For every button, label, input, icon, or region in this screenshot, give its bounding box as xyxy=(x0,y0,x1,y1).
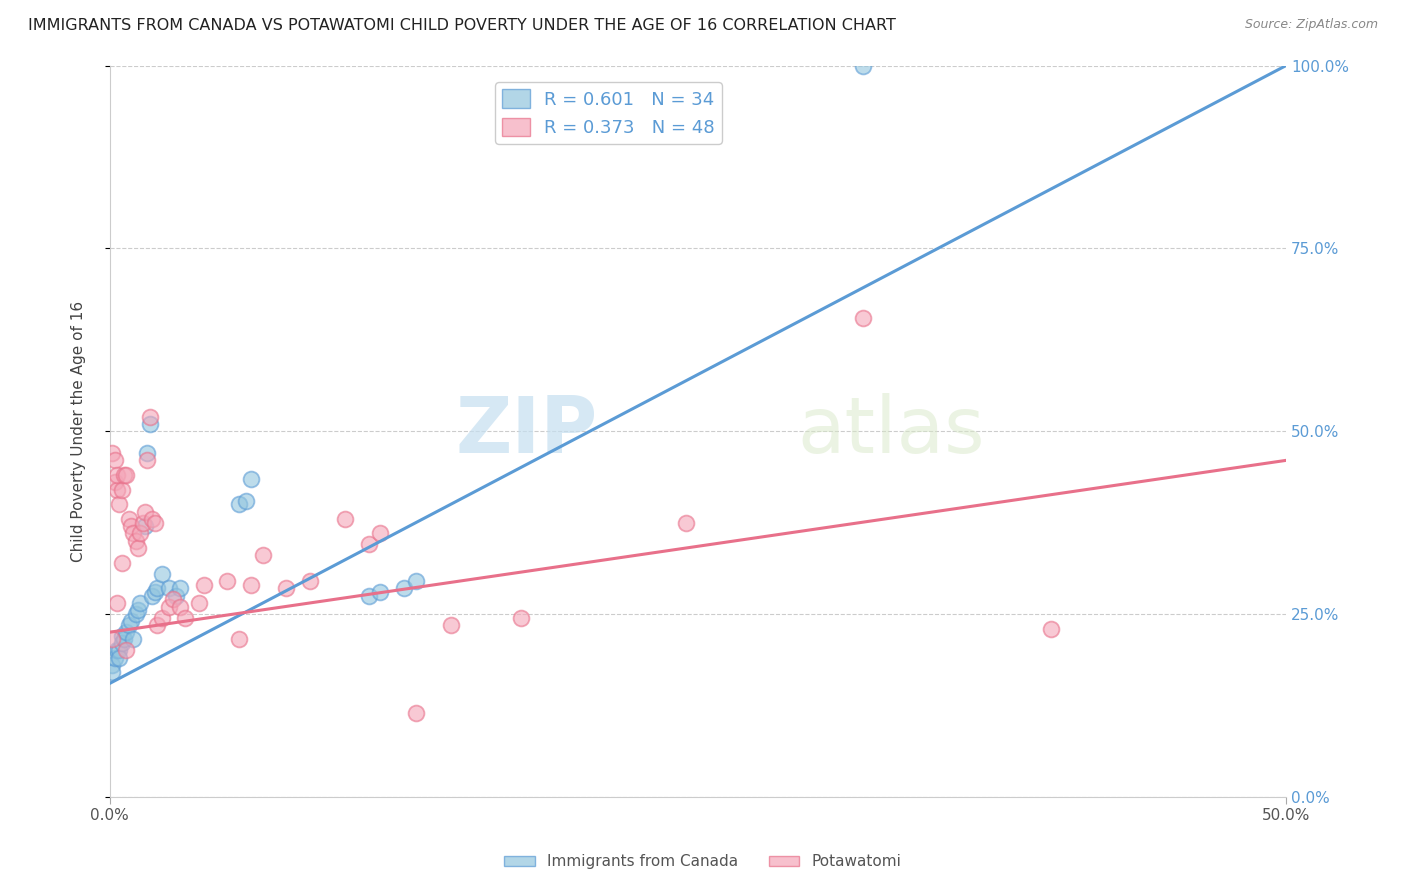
Point xyxy=(370,585,392,599)
Point xyxy=(510,610,533,624)
Point xyxy=(115,643,138,657)
Y-axis label: Child Poverty Under the Age of 16: Child Poverty Under the Age of 16 xyxy=(72,301,86,562)
Point xyxy=(108,643,131,657)
Point xyxy=(103,650,125,665)
Point xyxy=(392,582,415,596)
Point xyxy=(101,632,124,647)
Point xyxy=(174,610,197,624)
Point xyxy=(440,618,463,632)
Point xyxy=(157,599,180,614)
Point xyxy=(169,582,191,596)
Point xyxy=(169,599,191,614)
Legend: Immigrants from Canada, Potawatomi: Immigrants from Canada, Potawatomi xyxy=(498,848,908,875)
Point xyxy=(193,577,215,591)
Point xyxy=(851,310,873,325)
Point xyxy=(105,596,128,610)
Point xyxy=(125,607,148,621)
Point xyxy=(118,512,141,526)
Point xyxy=(122,632,145,647)
Point xyxy=(112,468,135,483)
Legend: R = 0.601   N = 34, R = 0.373   N = 48: R = 0.601 N = 34, R = 0.373 N = 48 xyxy=(495,82,721,145)
Point xyxy=(129,526,152,541)
Point xyxy=(105,643,128,657)
Point xyxy=(115,468,138,483)
Point xyxy=(110,636,132,650)
Point xyxy=(134,504,156,518)
Point xyxy=(298,574,321,588)
Point xyxy=(276,582,298,596)
Point xyxy=(101,446,124,460)
Point xyxy=(139,409,162,424)
Point xyxy=(141,589,163,603)
Point xyxy=(103,453,125,467)
Point xyxy=(101,665,124,680)
Point xyxy=(150,566,173,581)
Text: atlas: atlas xyxy=(797,393,986,469)
Point xyxy=(101,658,124,673)
Point xyxy=(134,519,156,533)
Point xyxy=(165,589,187,603)
Point xyxy=(125,533,148,548)
Text: Source: ZipAtlas.com: Source: ZipAtlas.com xyxy=(1244,18,1378,31)
Point xyxy=(240,577,263,591)
Point xyxy=(240,472,263,486)
Point xyxy=(110,483,132,497)
Point xyxy=(127,541,149,555)
Point xyxy=(851,59,873,73)
Point xyxy=(333,512,356,526)
Point xyxy=(105,468,128,483)
Point xyxy=(228,497,250,511)
Point xyxy=(217,574,239,588)
Point xyxy=(110,556,132,570)
Point xyxy=(103,475,125,490)
Text: ZIP: ZIP xyxy=(456,393,598,469)
Point xyxy=(143,516,166,530)
Point xyxy=(235,493,257,508)
Point xyxy=(357,589,380,603)
Point xyxy=(139,417,162,431)
Point xyxy=(108,497,131,511)
Point xyxy=(136,453,159,467)
Point xyxy=(150,610,173,624)
Point xyxy=(357,537,380,551)
Point xyxy=(115,625,138,640)
Point xyxy=(110,629,132,643)
Point xyxy=(118,618,141,632)
Text: IMMIGRANTS FROM CANADA VS POTAWATOMI CHILD POVERTY UNDER THE AGE OF 16 CORRELATI: IMMIGRANTS FROM CANADA VS POTAWATOMI CHI… xyxy=(28,18,896,33)
Point xyxy=(136,446,159,460)
Point xyxy=(120,519,142,533)
Point xyxy=(146,582,169,596)
Point xyxy=(188,596,211,610)
Point xyxy=(405,706,427,720)
Point xyxy=(143,585,166,599)
Point xyxy=(162,592,184,607)
Point xyxy=(112,632,135,647)
Point xyxy=(108,650,131,665)
Point xyxy=(122,526,145,541)
Point xyxy=(146,618,169,632)
Point xyxy=(129,596,152,610)
Point xyxy=(370,526,392,541)
Point xyxy=(157,582,180,596)
Point xyxy=(120,614,142,628)
Point xyxy=(1039,622,1062,636)
Point xyxy=(127,603,149,617)
Point xyxy=(405,574,427,588)
Point xyxy=(228,632,250,647)
Point xyxy=(105,483,128,497)
Point xyxy=(252,549,274,563)
Point xyxy=(141,512,163,526)
Point xyxy=(675,516,697,530)
Point xyxy=(132,516,155,530)
